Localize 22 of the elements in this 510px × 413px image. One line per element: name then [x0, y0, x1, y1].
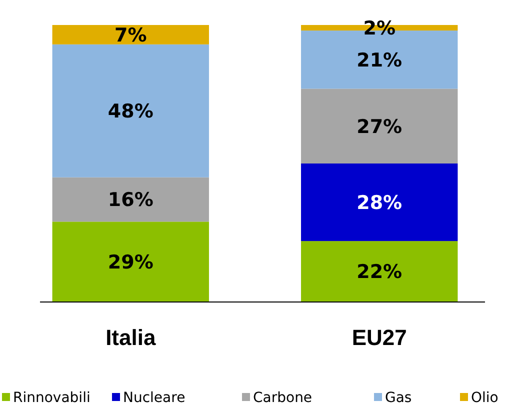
data-label: 22%: [356, 261, 402, 284]
legend-label: Olio: [471, 390, 498, 406]
data-label: 7%: [114, 24, 147, 46]
x-tick-label: EU27: [352, 325, 407, 350]
data-label: 29%: [108, 251, 154, 274]
data-label: 16%: [108, 189, 154, 212]
data-label: 21%: [356, 49, 402, 72]
data-label: 28%: [356, 192, 402, 214]
bar: [301, 164, 458, 242]
bar: [301, 88, 458, 164]
bar: [52, 222, 209, 302]
data-label: 48%: [108, 100, 154, 123]
data-label: 27%: [356, 116, 402, 138]
legend-label: Gas: [385, 390, 412, 406]
bar: [301, 241, 458, 302]
x-tick-label: Italia: [106, 325, 156, 350]
legend-label: Nucleare: [123, 390, 186, 406]
legend-label: Carbone: [253, 390, 312, 406]
bar: [52, 44, 209, 178]
legend-label: Rinnovabili: [13, 390, 90, 406]
bar: [52, 177, 209, 222]
bar: [52, 25, 209, 44]
